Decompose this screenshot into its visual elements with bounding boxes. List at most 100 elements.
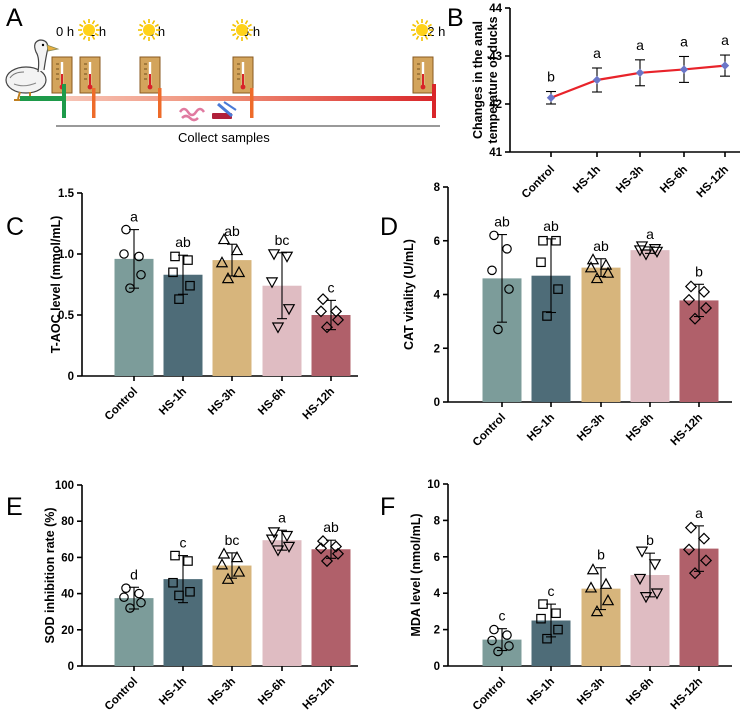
panel-label-d: D xyxy=(380,213,398,241)
x-tick-label: HS-12h xyxy=(669,676,706,713)
x-tick-label: Control xyxy=(103,386,140,423)
data-point-circle xyxy=(487,635,497,646)
data-point-diamond xyxy=(320,554,334,568)
sun-ray xyxy=(94,23,99,28)
data-point-diamond xyxy=(316,535,330,548)
data-point-square xyxy=(553,624,563,635)
data-point xyxy=(635,68,645,78)
data-point-down-triangle xyxy=(639,592,653,604)
data-point xyxy=(592,75,602,85)
data-point-triangle xyxy=(586,563,600,575)
data-point-square xyxy=(536,257,546,268)
sun-ray xyxy=(154,32,159,37)
thermometer-bulb xyxy=(240,84,246,90)
thermometer-bulb xyxy=(147,84,153,90)
data-point-square xyxy=(170,251,180,262)
significance-letter: c xyxy=(548,583,555,599)
data-point-down-triangle xyxy=(635,241,649,253)
thermometer-icon xyxy=(79,56,101,94)
y-tick-label: 8 xyxy=(434,182,441,194)
panel-label-b: B xyxy=(447,4,464,32)
y-tick-label: 0 xyxy=(434,397,440,409)
x-tick-label: HS-3h xyxy=(575,412,607,444)
x-tick-label: Control xyxy=(471,676,508,713)
data-point-circle xyxy=(489,624,499,635)
y-tick-label: 1.5 xyxy=(58,188,75,200)
data-point-square xyxy=(168,267,178,278)
data-point-diamond xyxy=(314,542,328,555)
data-point-diamond xyxy=(699,554,713,567)
data-point-square xyxy=(174,294,184,304)
sun-ray xyxy=(232,32,237,37)
tick-0h xyxy=(62,84,66,118)
data-point-triangle xyxy=(230,243,244,256)
significance-letter: d xyxy=(130,566,138,582)
x-tick-label: HS-3h xyxy=(575,676,607,708)
sun-core xyxy=(236,24,248,36)
x-tick-label: HS-6h xyxy=(658,164,690,196)
data-point-square xyxy=(551,608,561,619)
data-point-square xyxy=(183,255,193,265)
data-point-triangle xyxy=(586,253,600,265)
data-point-down-triangle xyxy=(280,251,294,263)
sun-ray xyxy=(424,35,429,40)
significance-letter: a xyxy=(721,32,729,48)
y-tick-label: 4 xyxy=(434,290,441,302)
data-point-down-triangle xyxy=(265,534,279,546)
panel-label-a: A xyxy=(6,4,23,32)
sun-ray xyxy=(424,20,429,25)
bar xyxy=(262,540,302,666)
significance-letter: a xyxy=(278,509,286,525)
data-point-down-triangle xyxy=(267,249,281,261)
sun-ray xyxy=(427,23,432,28)
data-point-diamond xyxy=(329,305,343,318)
data-point-circle xyxy=(134,588,144,599)
data-point xyxy=(720,61,730,70)
data-point-down-triangle xyxy=(633,573,647,586)
significance-letter: b xyxy=(695,263,703,279)
data-point-diamond xyxy=(682,293,696,306)
data-point-square xyxy=(538,599,548,609)
significance-letter: c xyxy=(328,279,335,295)
data-point-square xyxy=(168,577,178,588)
sun-ray xyxy=(232,23,237,28)
series-line xyxy=(550,64,726,99)
panel-label-e: E xyxy=(6,493,23,521)
data-point-down-triangle xyxy=(639,249,653,261)
panel-c: C 0 0.5 1.0 1.5 T-AOC level (mmol/mL) a ab ab bc… xyxy=(6,188,358,423)
thermometer-bulb xyxy=(87,84,93,90)
y-axis-label: T-AOC level (mmol/mL) xyxy=(49,216,63,354)
sun-icon xyxy=(138,19,160,41)
data-point-triangle xyxy=(217,547,231,559)
significance-letter: b xyxy=(646,532,654,548)
data-point-square xyxy=(536,613,546,624)
x-tick-label: Control xyxy=(471,412,508,449)
data-point-triangle xyxy=(221,271,235,284)
sun-ray xyxy=(412,32,417,37)
data-point-down-triangle xyxy=(280,530,294,543)
bar xyxy=(630,250,670,402)
data-point-down-triangle xyxy=(265,277,279,289)
panel-label-f: F xyxy=(380,493,395,521)
significance-letter: a xyxy=(636,37,644,53)
time-label: 0 h xyxy=(56,24,74,39)
data-point-triangle xyxy=(590,271,604,284)
sun-ray xyxy=(151,35,156,40)
sun-ray xyxy=(79,32,84,37)
data-point-down-triangle xyxy=(271,322,285,334)
y-axis-label: CAT vitality (U/mL) xyxy=(402,239,416,350)
significance-letter: a xyxy=(680,33,688,49)
y-tick-label: 100 xyxy=(55,480,74,492)
y-tick-label: 10 xyxy=(427,479,440,491)
x-tick-label: HS-1h xyxy=(157,676,189,708)
sun-ray xyxy=(235,35,240,40)
sun-icon xyxy=(231,19,253,41)
sun-ray xyxy=(91,20,96,25)
sun-ray xyxy=(247,32,252,37)
data-point-triangle xyxy=(584,581,598,593)
thermometer-bulb xyxy=(420,84,426,90)
sun-ray xyxy=(139,32,144,37)
data-point-diamond xyxy=(697,285,711,298)
